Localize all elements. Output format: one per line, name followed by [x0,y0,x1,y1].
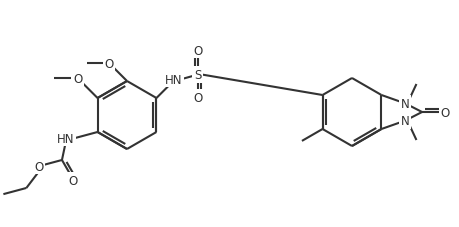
Text: HN: HN [164,73,182,86]
Text: O: O [73,72,82,85]
Text: O: O [104,57,113,70]
Text: HN: HN [57,132,74,145]
Text: O: O [34,160,44,173]
Text: N: N [400,115,409,128]
Text: S: S [194,69,201,82]
Text: O: O [439,106,449,119]
Text: O: O [193,92,202,105]
Text: N: N [400,97,409,110]
Text: O: O [193,44,202,57]
Text: O: O [68,174,77,187]
